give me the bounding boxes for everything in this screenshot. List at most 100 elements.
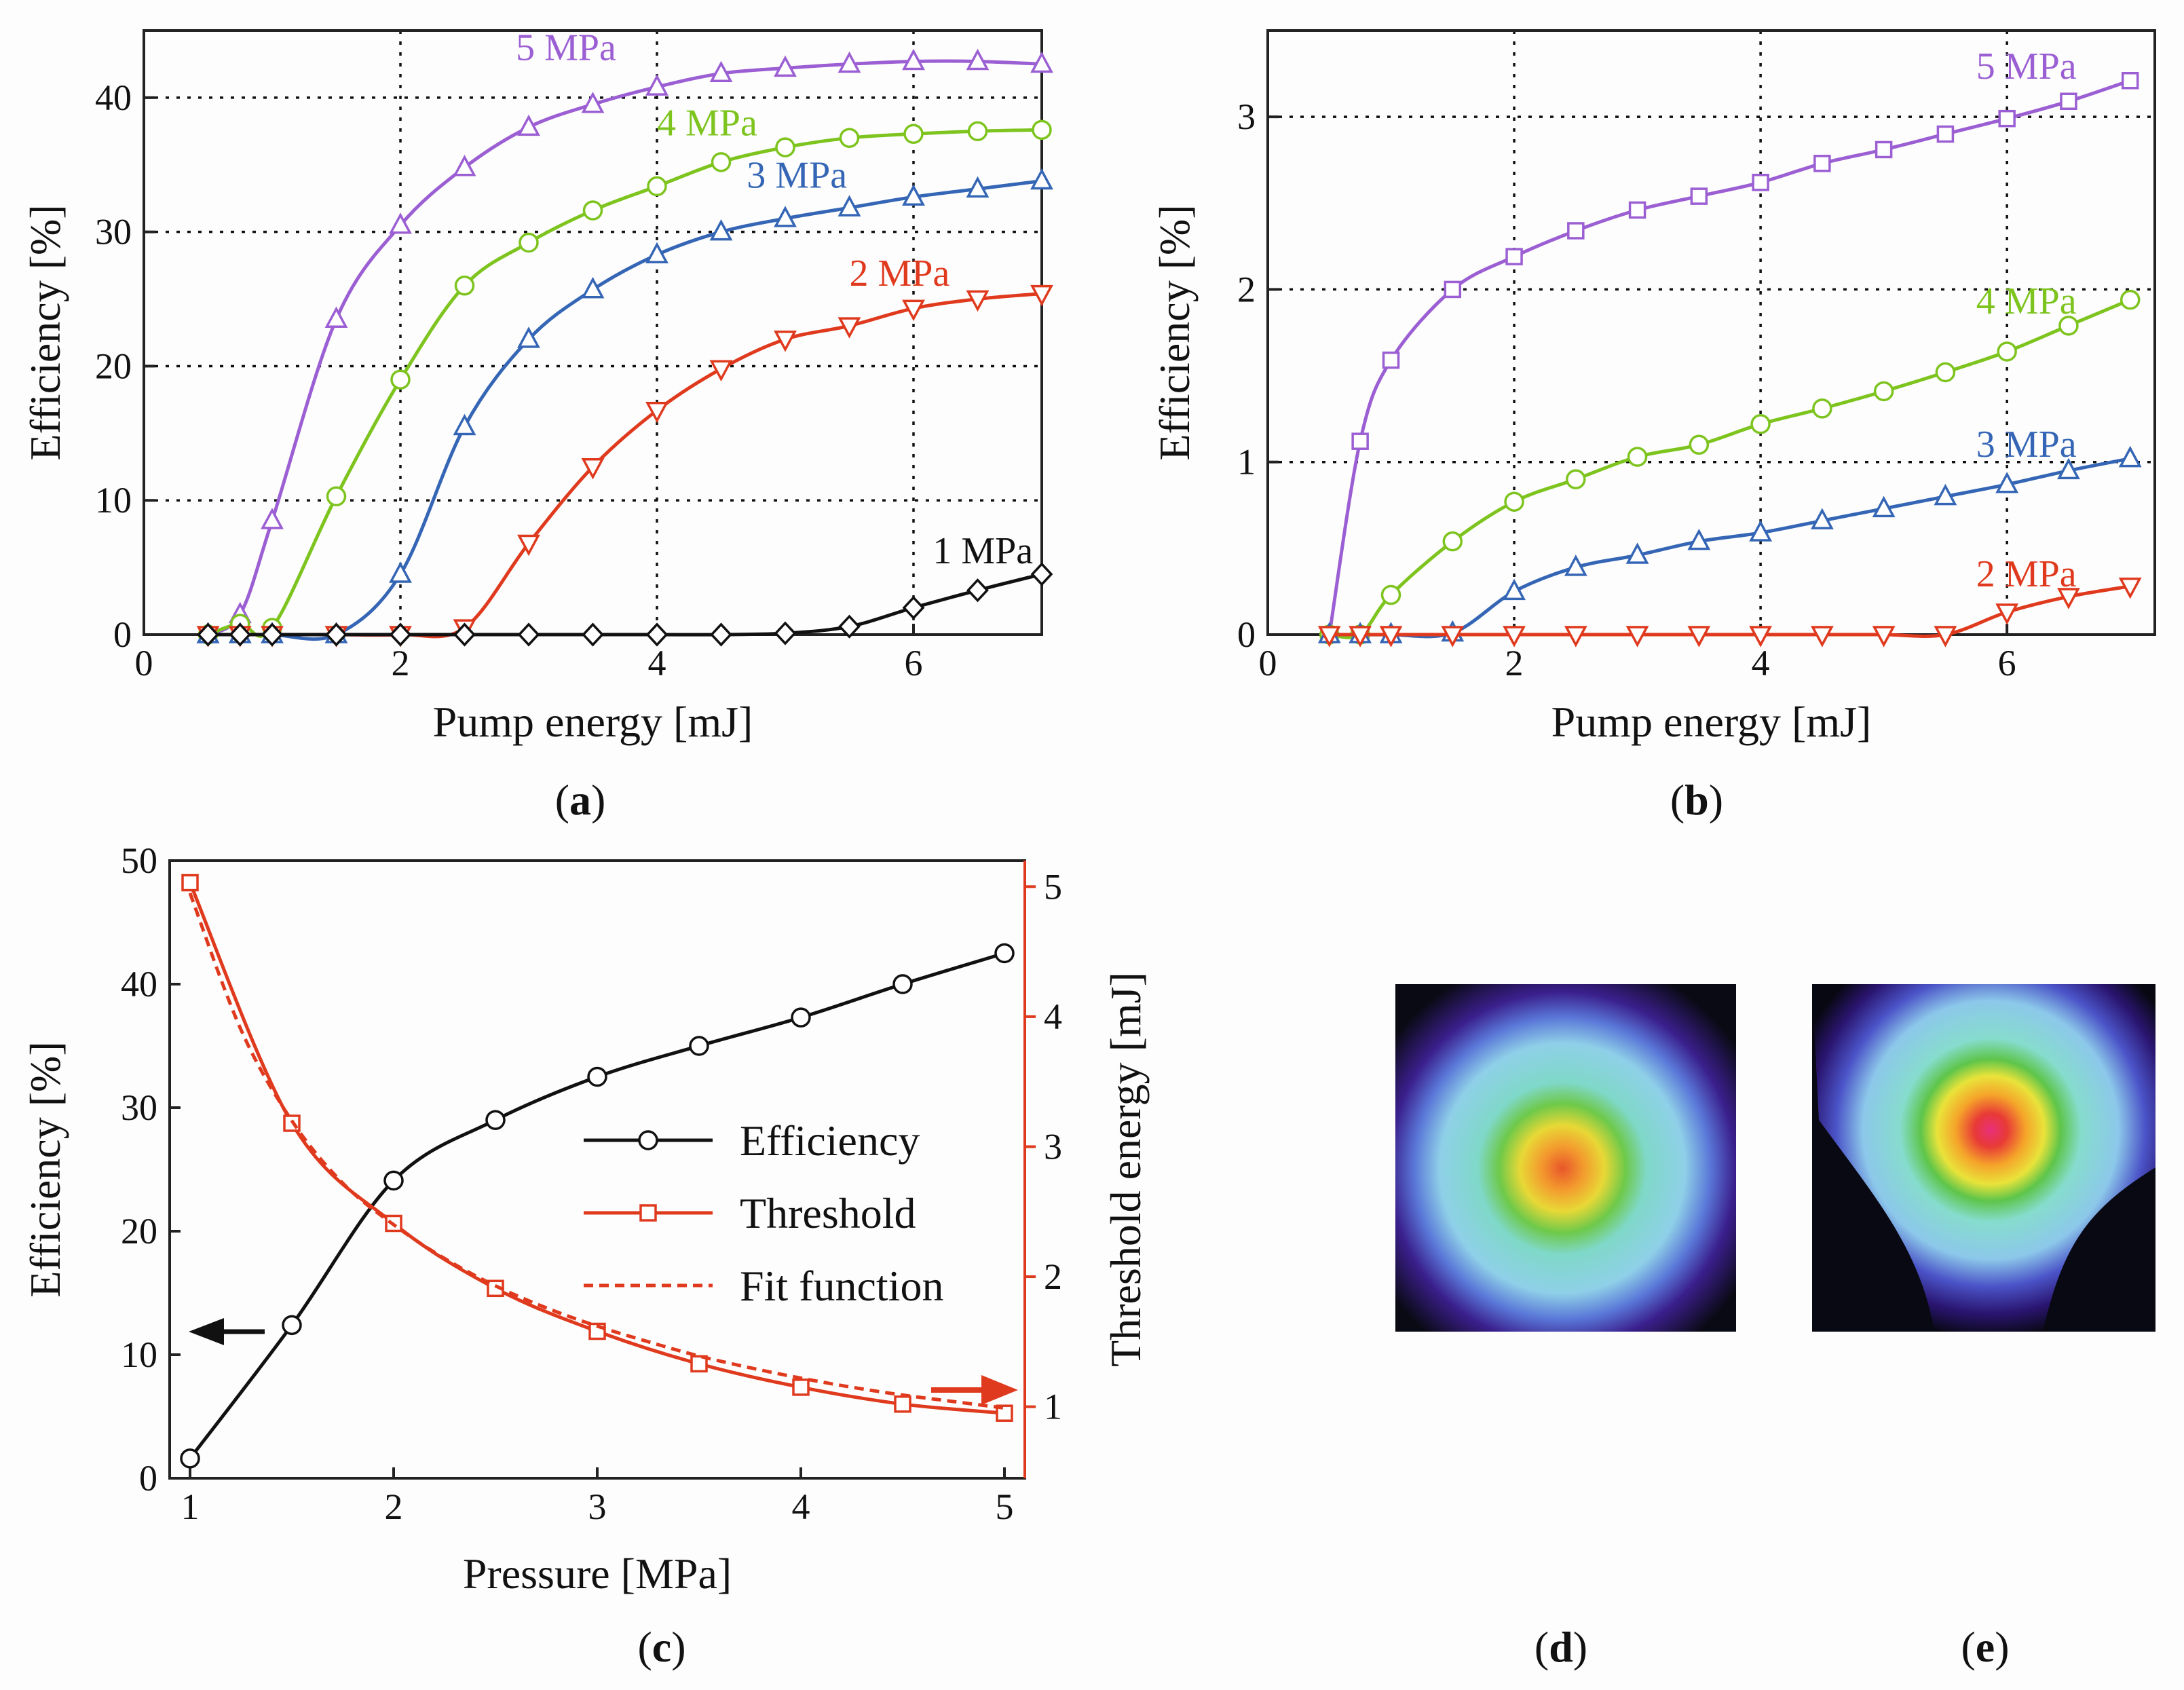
data-point bbox=[994, 943, 1015, 964]
data-point bbox=[261, 508, 284, 529]
data-point bbox=[709, 360, 733, 382]
x-tick-label: 5 bbox=[996, 1486, 1014, 1527]
series-label: 3 MPa bbox=[747, 154, 847, 196]
data-point bbox=[1687, 626, 1711, 647]
data-point bbox=[774, 206, 797, 227]
data-point bbox=[1810, 626, 1834, 647]
panel-letter: d bbox=[1549, 1623, 1573, 1671]
data-point bbox=[690, 1355, 708, 1373]
data-point bbox=[2057, 588, 2080, 609]
data-point bbox=[1567, 222, 1585, 240]
beam-profile-e bbox=[1812, 984, 2155, 1332]
data-point bbox=[1687, 528, 1711, 550]
data-point bbox=[2118, 445, 2142, 468]
series-line-1 bbox=[207, 128, 1042, 638]
data-point bbox=[453, 413, 476, 436]
panel-paren-close: ) bbox=[1995, 1623, 2009, 1671]
x-tick-label: 6 bbox=[1998, 643, 2016, 683]
data-point bbox=[645, 622, 669, 647]
panel-paren-open: ( bbox=[1961, 1623, 1975, 1671]
panel-paren-open: ( bbox=[1535, 1623, 1549, 1671]
legend-marker bbox=[639, 1204, 657, 1222]
data-point bbox=[1934, 483, 1957, 506]
data-point bbox=[180, 1448, 200, 1469]
data-point bbox=[1380, 584, 1401, 605]
data-point bbox=[581, 92, 605, 113]
y2-tick-label: 2 bbox=[1044, 1256, 1062, 1297]
data-point bbox=[1442, 531, 1463, 552]
series-line-0 bbox=[1328, 79, 2131, 635]
panel-paren-close: ) bbox=[591, 776, 605, 824]
data-point bbox=[839, 128, 860, 148]
data-point bbox=[2121, 71, 2139, 90]
data-point bbox=[996, 1404, 1013, 1422]
series-line-2 bbox=[188, 893, 1005, 1410]
series-label: 4 MPa bbox=[657, 102, 757, 144]
data-point bbox=[1998, 109, 2016, 128]
data-point bbox=[454, 276, 475, 296]
data-point bbox=[1030, 562, 1053, 586]
panel-letter: c bbox=[652, 1623, 671, 1671]
y-axis-label: Efficiency [%] bbox=[1150, 204, 1199, 460]
data-point bbox=[1030, 168, 1053, 190]
data-point bbox=[837, 195, 861, 217]
y-tick-label: 0 bbox=[1237, 614, 1256, 655]
data-point bbox=[710, 622, 732, 647]
data-point bbox=[791, 1007, 811, 1028]
data-point bbox=[774, 621, 797, 645]
series-label: 4 MPa bbox=[1976, 280, 2077, 322]
data-point bbox=[774, 55, 797, 77]
y-tick-label: 0 bbox=[113, 614, 132, 655]
data-point bbox=[1872, 626, 1896, 647]
panel-paren-open: ( bbox=[637, 1623, 652, 1671]
data-point bbox=[324, 306, 348, 328]
y2-axis-label: Threshold energy [mJ] bbox=[1102, 972, 1150, 1367]
data-point bbox=[903, 124, 924, 145]
panel-letter: e bbox=[1976, 1623, 1995, 1671]
panel-label: (e) bbox=[1961, 1623, 2009, 1671]
series-label: 1 MPa bbox=[933, 530, 1033, 572]
x-tick-label: 4 bbox=[648, 643, 666, 683]
y2-tick-label: 4 bbox=[1044, 996, 1062, 1037]
data-point bbox=[645, 242, 669, 264]
data-point bbox=[1752, 174, 1769, 191]
data-point bbox=[1873, 381, 1894, 402]
data-point bbox=[1750, 414, 1771, 434]
y-axis-label: Efficiency [%] bbox=[21, 204, 69, 460]
data-point bbox=[517, 534, 540, 557]
data-point bbox=[838, 614, 861, 639]
data-point bbox=[2118, 578, 2142, 599]
data-point bbox=[1564, 626, 1587, 647]
x-tick-label: 6 bbox=[905, 643, 923, 683]
data-point bbox=[2058, 316, 2079, 336]
data-point bbox=[517, 326, 540, 348]
series-label: 2 MPa bbox=[1976, 553, 2077, 595]
data-point bbox=[1749, 626, 1773, 647]
data-point bbox=[326, 486, 347, 507]
data-point bbox=[1382, 351, 1400, 369]
x-tick-label: 3 bbox=[588, 1486, 607, 1527]
y-tick-label: 10 bbox=[121, 1334, 157, 1375]
data-point bbox=[1875, 140, 1893, 159]
data-point bbox=[645, 401, 669, 424]
y-tick-label: 20 bbox=[121, 1211, 157, 1252]
data-point bbox=[453, 155, 476, 176]
data-point bbox=[383, 1170, 404, 1191]
y2-tick-label: 1 bbox=[1044, 1387, 1062, 1427]
series-line-2 bbox=[208, 179, 1042, 641]
data-point bbox=[1349, 626, 1372, 647]
data-point bbox=[775, 137, 795, 157]
x-axis-label: Pressure [MPa] bbox=[463, 1550, 732, 1598]
x-tick-label: 2 bbox=[385, 1486, 403, 1527]
data-point bbox=[1441, 626, 1465, 647]
panel-paren-close: ) bbox=[671, 1623, 685, 1671]
data-point bbox=[1934, 626, 1957, 647]
y-tick-label: 30 bbox=[121, 1087, 157, 1128]
data-point bbox=[197, 622, 219, 647]
series-label: 3 MPa bbox=[1976, 424, 2077, 466]
data-point bbox=[894, 1395, 911, 1413]
series-line-0 bbox=[207, 59, 1042, 637]
y-tick-label: 40 bbox=[121, 964, 157, 1004]
